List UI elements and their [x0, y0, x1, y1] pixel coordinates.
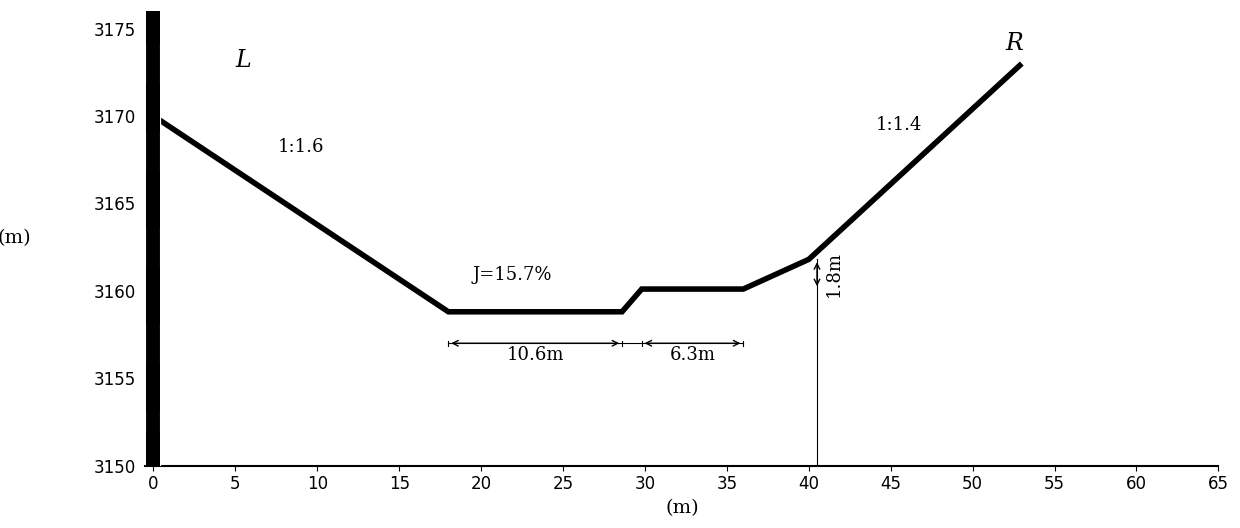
- Text: L: L: [236, 49, 252, 72]
- Text: 10.6m: 10.6m: [506, 346, 564, 364]
- Text: J=15.7%: J=15.7%: [472, 266, 553, 284]
- Text: 1:1.4: 1:1.4: [875, 116, 923, 134]
- Text: 6.3m: 6.3m: [670, 346, 715, 364]
- Text: 1:1.6: 1:1.6: [278, 138, 324, 156]
- Text: (m): (m): [0, 229, 31, 247]
- Text: 1.8m: 1.8m: [825, 251, 843, 297]
- X-axis label: (m): (m): [665, 499, 698, 517]
- Text: R: R: [1006, 32, 1023, 55]
